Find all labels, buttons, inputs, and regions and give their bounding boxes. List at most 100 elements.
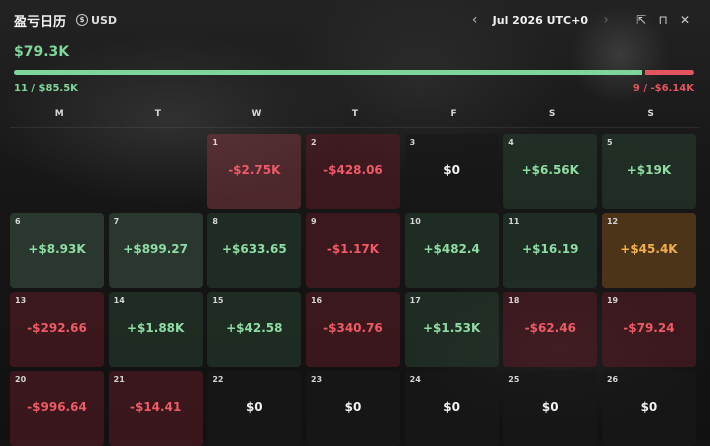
calendar-day-cell[interactable]: 18 -$62.46 (503, 292, 598, 367)
weekday-label: W (251, 109, 262, 119)
day-number: 23 (310, 375, 323, 384)
weekday-label: M (54, 109, 64, 119)
day-pnl-value: $0 (640, 400, 658, 414)
share-icon[interactable]: ⇱ (635, 13, 647, 27)
weekday-label: T (351, 109, 359, 119)
day-number: 21 (113, 375, 125, 384)
day-pnl-value: $0 (443, 163, 460, 177)
chevron-right-icon[interactable]: › (603, 12, 609, 28)
currency-selector[interactable]: $ USD (76, 14, 117, 27)
calendar-day-cell[interactable]: 8 +$633.65 (207, 213, 302, 288)
day-pnl-value: -$62.46 (524, 321, 576, 335)
total-pnl: $79.3K (14, 44, 70, 60)
calendar-day-cell[interactable]: 1 -$2.75K (207, 134, 302, 209)
day-pnl-value: -$292.66 (27, 321, 87, 335)
close-icon[interactable]: ✕ (679, 13, 691, 27)
day-number: 13 (15, 296, 27, 305)
calendar-day-cell[interactable]: 13 -$292.66 (10, 292, 104, 367)
calendar-day-cell[interactable]: 24 $0 (404, 371, 499, 446)
day-pnl-value: +$899.27 (123, 242, 189, 256)
calendar-day-cell[interactable]: 9 -$1.17K (305, 213, 400, 288)
day-number: 24 (409, 375, 421, 384)
calendar-day-cell[interactable]: 14 +$1.88K (108, 292, 203, 367)
calendar-day-cell[interactable]: 12 +$45.4K (601, 213, 696, 288)
weekday-label: S (548, 109, 556, 119)
currency-label: USD (91, 13, 118, 27)
day-number: 11 (508, 217, 520, 226)
day-number: 8 (212, 217, 218, 226)
dollar-circle-icon: $ (76, 14, 89, 26)
day-pnl-value: -$340.76 (323, 321, 383, 335)
day-number: 4 (508, 138, 514, 147)
weekday-label: F (450, 109, 457, 119)
weekday-header: M T W T F S S (10, 109, 700, 119)
day-pnl-value: +$19K (626, 163, 672, 177)
day-number: 22 (212, 375, 224, 384)
calendar-day-cell[interactable]: 21 -$14.41 (108, 371, 203, 446)
calendar-grid: 1 -$2.75K 2 -$428.06 3 $0 4 +$6.56K 5 +$19K 6 +$8.9… (10, 134, 700, 446)
losses-summary: 9 / -$6.14K (632, 83, 694, 94)
day-number: 19 (606, 296, 619, 305)
day-pnl-value: +$8.93K (28, 242, 86, 256)
day-number: 14 (113, 296, 125, 305)
weekday-label: S (647, 109, 654, 119)
win-loss-bar (14, 70, 694, 75)
day-pnl-value: +$1.53K (422, 321, 481, 335)
day-number: 2 (310, 138, 317, 147)
day-pnl-value: $0 (344, 400, 362, 414)
day-number: 16 (310, 296, 323, 305)
day-number: 6 (15, 217, 21, 226)
day-number: 26 (606, 375, 619, 384)
calendar-day-cell[interactable]: 4 +$6.56K (503, 134, 598, 209)
divider (10, 127, 700, 128)
calendar-empty-cell (10, 134, 104, 209)
day-pnl-value: +$42.58 (226, 321, 283, 335)
wins-summary: 11 / $85.5K (14, 83, 78, 94)
calendar-day-cell[interactable]: 19 -$79.24 (601, 292, 696, 367)
day-pnl-value: -$1.17K (326, 242, 380, 256)
day-pnl-value: +$482.4 (423, 242, 480, 256)
header-bar: 盈亏日历 $ USD ‹ Jul 2026 UTC+0 › ⇱ ⊓ ✕ (14, 10, 696, 30)
calendar-day-cell[interactable]: 23 $0 (305, 371, 400, 446)
win-bar-segment (14, 70, 643, 75)
calendar-day-cell[interactable]: 26 $0 (601, 371, 696, 446)
page-title: 盈亏日历 (14, 14, 67, 30)
calendar-day-cell[interactable]: 2 -$428.06 (305, 134, 400, 209)
day-pnl-value: -$14.41 (130, 400, 182, 414)
calendar-empty-cell (109, 134, 203, 209)
day-pnl-value: -$428.06 (323, 163, 383, 177)
calendar-day-cell[interactable]: 11 +$16.19 (503, 213, 598, 288)
day-number: 9 (310, 217, 317, 226)
chevron-left-icon[interactable]: ‹ (471, 12, 478, 28)
day-number: 15 (212, 296, 224, 305)
calendar-day-cell[interactable]: 6 +$8.93K (10, 213, 104, 288)
day-number: 12 (606, 217, 619, 226)
day-pnl-value: -$996.64 (27, 400, 87, 414)
calendar-day-cell[interactable]: 10 +$482.4 (404, 213, 499, 288)
day-number: 5 (606, 138, 613, 147)
day-pnl-value: -$2.75K (228, 163, 281, 177)
calendar-day-cell[interactable]: 17 +$1.53K (404, 292, 499, 367)
calendar-day-cell[interactable]: 25 $0 (503, 371, 598, 446)
day-number: 20 (15, 375, 27, 384)
day-number: 1 (212, 138, 218, 147)
day-pnl-value: +$16.19 (522, 242, 579, 256)
loss-bar-segment (645, 70, 694, 75)
calendar-day-cell[interactable]: 5 +$19K (601, 134, 696, 209)
calendar-day-cell[interactable]: 16 -$340.76 (305, 292, 400, 367)
calendar-day-cell[interactable]: 7 +$899.27 (108, 213, 203, 288)
calendar-day-cell[interactable]: 15 +$42.58 (207, 292, 302, 367)
day-number: 10 (409, 217, 421, 226)
day-pnl-value: +$1.88K (127, 321, 185, 335)
header-actions: ⇱ ⊓ ✕ (630, 13, 696, 27)
paint-icon[interactable]: ⊓ (658, 13, 668, 27)
day-pnl-value: +$6.56K (521, 163, 579, 177)
calendar-day-cell[interactable]: 3 $0 (404, 134, 499, 209)
day-pnl-value: $0 (443, 400, 460, 414)
day-number: 7 (113, 217, 120, 226)
day-pnl-value: $0 (541, 400, 559, 414)
calendar-day-cell[interactable]: 22 $0 (207, 371, 302, 446)
calendar-day-cell[interactable]: 20 -$996.64 (10, 371, 104, 446)
day-number: 18 (508, 296, 520, 305)
day-number: 25 (508, 375, 520, 384)
